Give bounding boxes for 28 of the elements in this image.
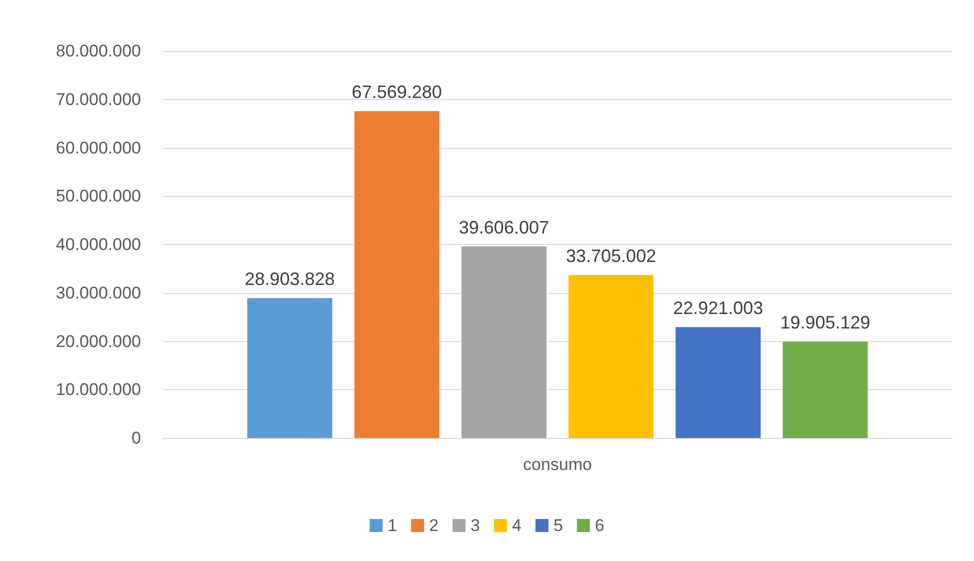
y-tick-label: 60.000.000 xyxy=(56,138,141,158)
bar xyxy=(676,327,761,438)
data-label: 19.905.129 xyxy=(780,312,870,333)
data-label: 67.569.280 xyxy=(352,82,442,102)
bar xyxy=(354,111,440,438)
y-tick-label: 20.000.000 xyxy=(56,332,141,351)
bar xyxy=(568,274,654,438)
legend-label: 2 xyxy=(429,516,439,535)
y-tick-label: 40.000.000 xyxy=(56,235,141,254)
legend-label: 1 xyxy=(388,516,398,535)
x-tick-label: consumo xyxy=(523,455,592,474)
legend-label: 5 xyxy=(553,516,563,535)
data-label: 22.921.003 xyxy=(673,298,764,318)
y-tick-label: 10.000.000 xyxy=(56,380,141,400)
legend-label: 3 xyxy=(470,516,480,535)
y-tick-label: 50.000.000 xyxy=(56,186,141,206)
legend-label: 4 xyxy=(512,516,522,535)
data-label: 28.903.828 xyxy=(244,269,335,290)
data-label: 33.705.002 xyxy=(566,246,656,266)
y-tick-label: 70.000.000 xyxy=(56,90,141,109)
legend-label: 6 xyxy=(594,516,604,535)
y-tick-label: 30.000.000 xyxy=(56,283,141,302)
y-tick-label: 0 xyxy=(132,428,141,448)
bar xyxy=(782,342,868,438)
y-tick-label: 80.000.000 xyxy=(56,42,141,60)
bar xyxy=(461,246,546,438)
bar xyxy=(247,298,332,438)
data-label: 39.606.007 xyxy=(458,217,549,238)
